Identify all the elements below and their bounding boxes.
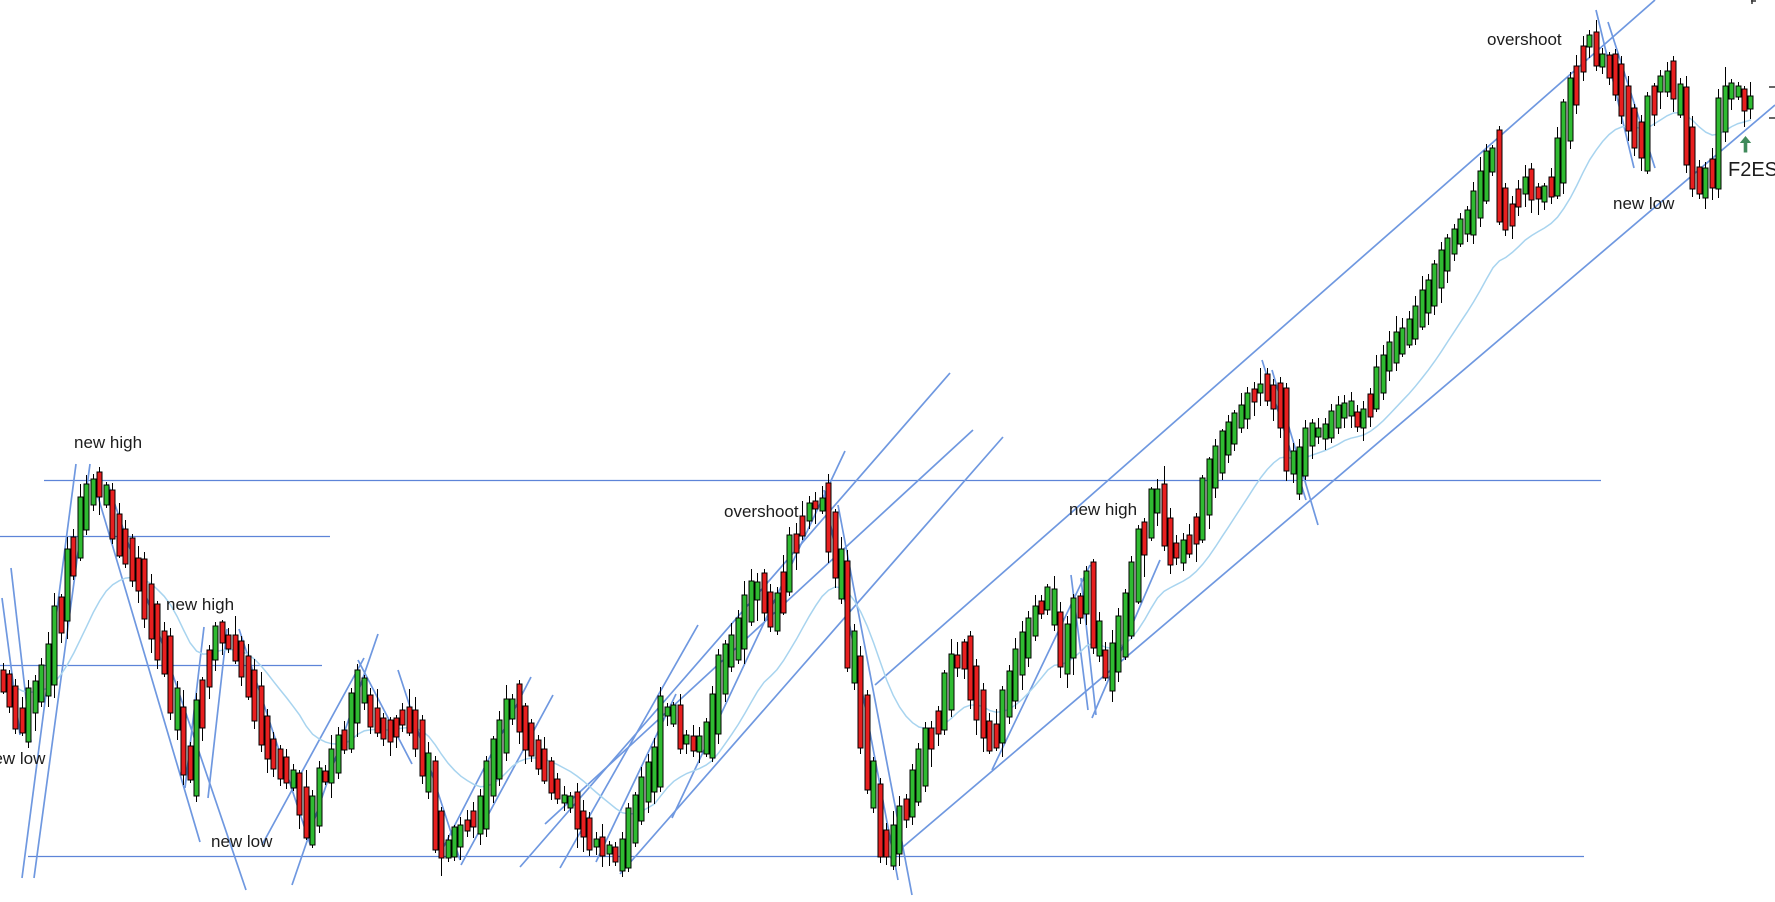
svg-text:overshoot: overshoot — [724, 502, 799, 521]
svg-text:new high: new high — [1069, 500, 1137, 519]
svg-text:new high: new high — [166, 595, 234, 614]
svg-text:new low: new low — [211, 832, 273, 851]
svg-text:new low: new low — [0, 749, 46, 768]
svg-text:new low: new low — [1613, 194, 1675, 213]
svg-text:overshoot: overshoot — [1487, 30, 1562, 49]
svg-text:F2ES: F2ES — [1728, 159, 1775, 181]
svg-text:new high: new high — [74, 433, 142, 452]
